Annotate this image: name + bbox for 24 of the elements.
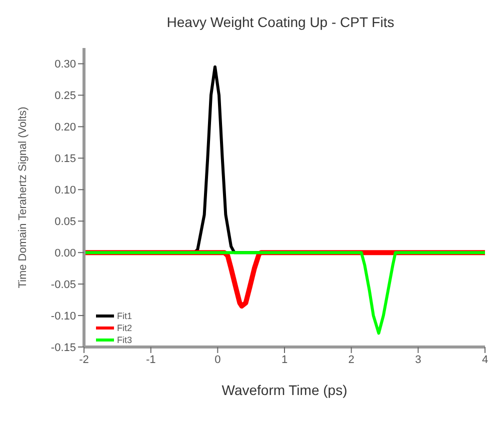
legend-label: Fit2 [117, 323, 132, 333]
x-tick-label: 0 [214, 354, 221, 366]
y-tick-label: -0.05 [50, 278, 76, 291]
legend-label: Fit1 [117, 311, 132, 321]
legend-label: Fit3 [117, 335, 132, 345]
y-tick-label: -0.15 [50, 342, 76, 354]
y-tick-label: 0.25 [54, 90, 76, 102]
x-tick-label: -1 [146, 354, 156, 366]
y-tick-label: 0.05 [54, 216, 76, 228]
chart-title: Heavy Weight Coating Up - CPT Fits [166, 13, 396, 32]
y-tick-label: 0.15 [54, 153, 76, 166]
x-tick-label: 4 [482, 354, 488, 366]
x-tick-label: 1 [281, 354, 288, 366]
x-tick-label: -2 [79, 354, 89, 366]
y-tick-label: -0.10 [50, 310, 76, 322]
x-tick-label: 2 [348, 354, 354, 366]
y-axis-title: Time Domain Terahertz Signal (Volts) [16, 106, 29, 288]
y-tick-label: 0.10 [54, 184, 76, 197]
x-axis-title: Waveform Time (ps) [222, 382, 348, 398]
line-series [84, 251, 485, 335]
x-tick-label: 3 [415, 354, 422, 366]
y-tick-label: 0.00 [54, 247, 76, 260]
y-tick-label: 0.30 [54, 58, 76, 71]
y-tick-label: 0.20 [54, 122, 76, 134]
